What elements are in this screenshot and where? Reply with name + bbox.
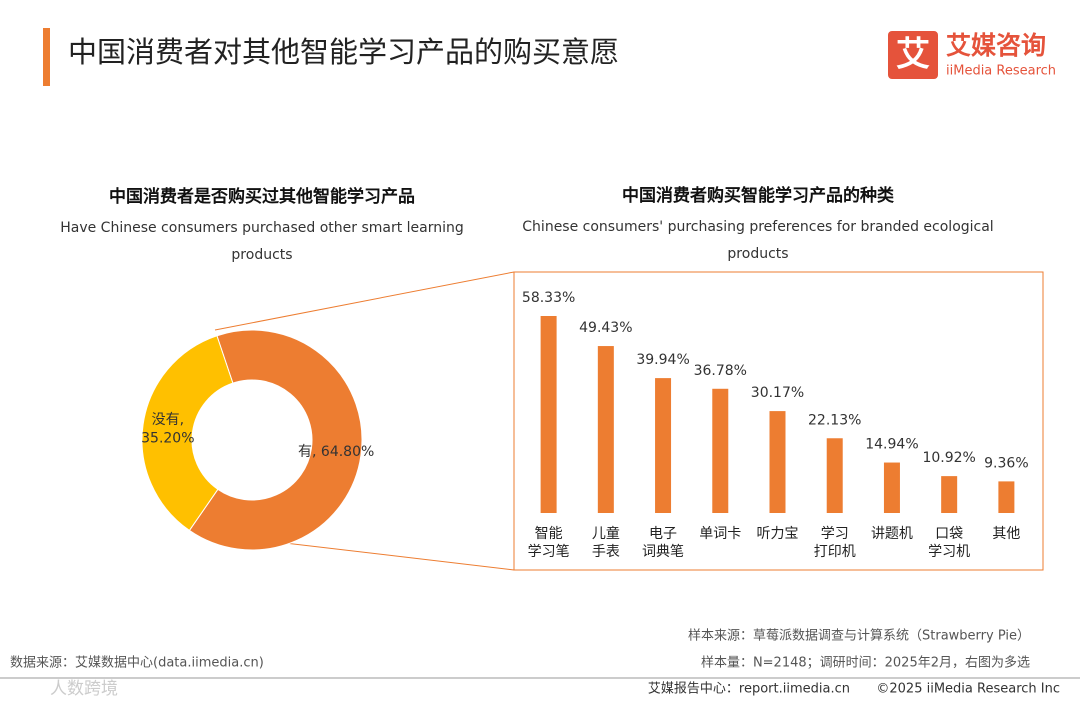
data-label: 14.94% — [865, 437, 918, 453]
data-source: 数据来源：艾媒数据中心(data.iimedia.cn) — [10, 656, 264, 671]
chart-subtitle: Have Chinese consumers purchased other s… — [60, 220, 464, 263]
bar — [597, 346, 614, 513]
x-tick-label: 口袋学习机 — [928, 526, 970, 560]
data-label: 58.33% — [522, 290, 575, 306]
logo-mark-bg — [888, 31, 938, 79]
sample-size: 样本量：N=2148；调研时间：2025年2月，右图为多选 — [701, 655, 1030, 671]
zoom-box — [513, 271, 1044, 571]
donut-slice — [141, 335, 234, 532]
data-label: 36.78% — [694, 363, 747, 379]
donut-slice — [188, 329, 363, 551]
x-tick-label: 听力宝 — [757, 526, 799, 542]
bar — [941, 476, 958, 513]
x-tick-label: 智能学习笔 — [528, 526, 570, 560]
x-tick-label: 儿童手表 — [592, 525, 620, 560]
connector — [214, 271, 515, 331]
data-label: 49.43% — [579, 320, 632, 336]
x-tick-label: 学习打印机 — [814, 526, 856, 560]
data-label: 22.13% — [808, 412, 861, 428]
bar — [540, 316, 557, 513]
bar — [655, 378, 672, 513]
bar — [712, 388, 729, 513]
data-label: 10.92% — [922, 450, 975, 466]
bar — [883, 462, 900, 513]
bar — [769, 411, 786, 513]
bar — [998, 481, 1015, 513]
chart-title: 中国消费者是否购买过其他智能学习产品 — [109, 186, 415, 207]
logo-en: iiMedia Research — [946, 64, 1056, 79]
x-tick-label: 电子词典笔 — [642, 526, 684, 560]
title-accent — [43, 28, 50, 86]
sample-source: 样本来源：草莓派数据调查与计算系统（Strawberry Pie） — [688, 629, 1030, 644]
chart-subtitle: Chinese consumers' purchasing preference… — [522, 219, 994, 262]
logo-name: 艾媒咨询 — [946, 31, 1046, 60]
watermark: 人数跨境 — [50, 679, 118, 699]
bar — [826, 438, 843, 513]
page-title: 中国消费者对其他智能学习产品的购买意愿 — [68, 35, 619, 69]
data-label: 有, 64.80% — [298, 444, 374, 460]
logo-mark: 艾 — [896, 35, 930, 75]
report-site: 艾媒报告中心：report.iimedia.cn — [648, 682, 850, 697]
chart-title: 中国消费者购买智能学习产品的种类 — [622, 185, 895, 206]
data-label: 没有, 35.20% — [141, 412, 194, 446]
data-label: 9.36% — [984, 455, 1028, 471]
x-tick-label: 其他 — [992, 526, 1020, 542]
copyright: ©2025 iiMedia Research Inc — [876, 682, 1060, 697]
data-label: 39.94% — [636, 352, 689, 368]
data-label: 30.17% — [751, 385, 804, 401]
x-tick-label: 单词卡 — [699, 526, 741, 542]
x-tick-label: 讲题机 — [871, 526, 913, 542]
